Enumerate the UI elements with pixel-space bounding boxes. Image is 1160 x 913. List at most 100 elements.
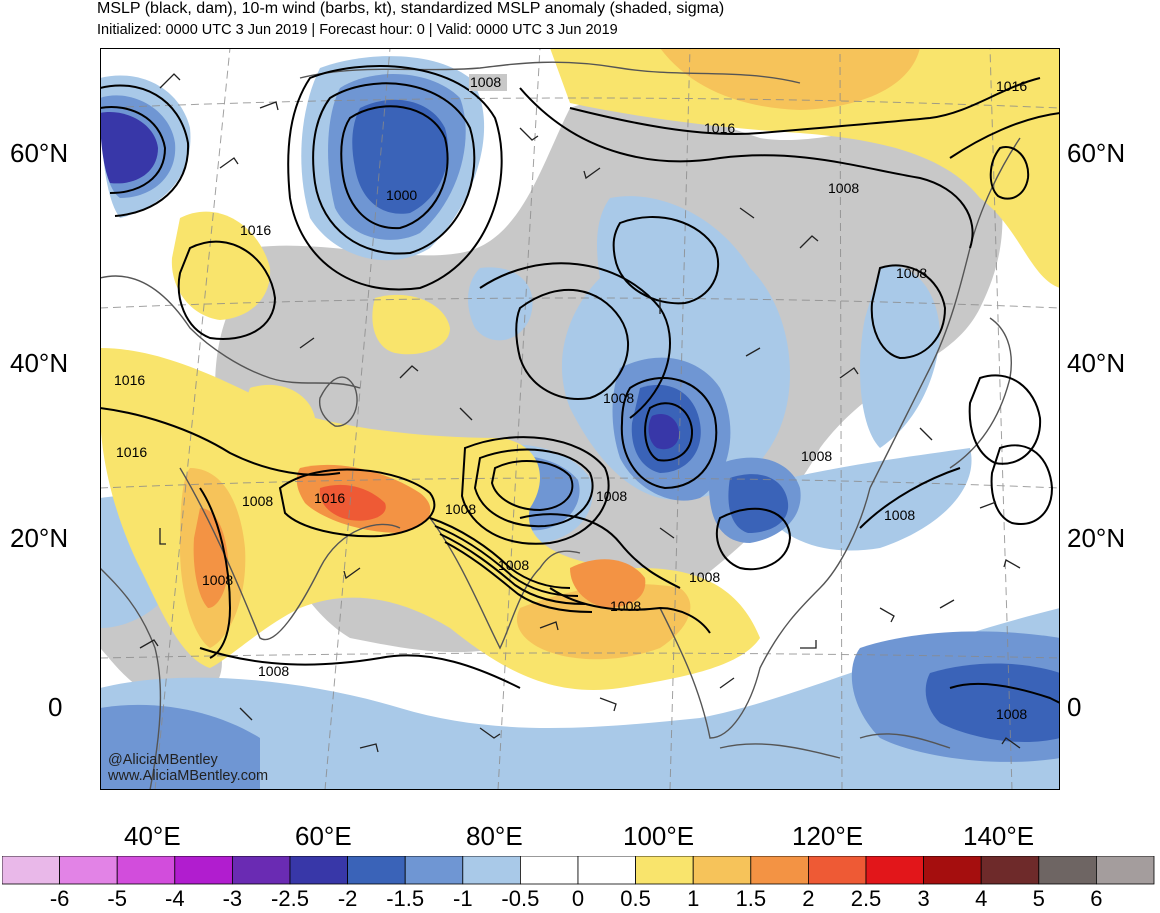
colorbar-label: -4	[165, 886, 185, 911]
isobar-label-bg-1	[469, 74, 507, 91]
coast-africa	[100, 567, 162, 790]
anom-orange-bay	[570, 559, 646, 608]
anom-yellow-europe	[171, 211, 271, 320]
anom-red-iran	[319, 484, 386, 521]
isobar-north-1016	[569, 77, 1041, 135]
anom-dark-blue-pacific	[925, 663, 1060, 743]
lat-label-20n-left: 20°N	[10, 523, 69, 553]
wind-barb	[399, 365, 419, 379]
coast-india	[429, 517, 581, 650]
coast-caspian	[318, 376, 358, 427]
lat-label-60n-right: 60°N	[1067, 138, 1126, 168]
isobar-mideast-1016	[100, 407, 341, 476]
wind-barb	[539, 621, 559, 631]
lon-label-60e: 60°E	[295, 821, 352, 851]
isobar-label-20: 1008	[258, 663, 289, 679]
lon-label-100e: 100°E	[623, 821, 695, 851]
isobar-ne-1016	[949, 112, 1060, 159]
colorbar-label: -0.5	[501, 886, 540, 911]
isobar-tight-4	[444, 541, 593, 613]
lat-label-20n-right: 20°N	[1067, 523, 1126, 553]
colorbar-label: -2	[337, 886, 358, 911]
colorbar-label: -1	[453, 886, 473, 911]
colorbar-box	[635, 856, 694, 885]
lon-label-120e: 120°E	[792, 821, 864, 851]
coast-arabia	[179, 467, 401, 641]
colorbar-box	[1096, 856, 1155, 885]
anom-yellow-north	[550, 48, 1060, 288]
isobar-label-19: 1008	[610, 598, 641, 614]
grid-lat-40	[100, 297, 1060, 309]
wind-barb	[739, 207, 755, 219]
wind-barb	[219, 157, 239, 169]
isobar-label-11: 1008	[242, 493, 273, 509]
colorbar-box	[750, 856, 809, 885]
isobar-iran-1016	[278, 468, 436, 538]
colorbar-box	[1038, 856, 1097, 885]
grid-lon-40	[154, 48, 231, 790]
isobar-scand-1	[100, 106, 167, 194]
colorbar-box	[520, 856, 579, 885]
isobar-tibet-2	[473, 448, 594, 528]
colorbar-label: -5	[107, 886, 127, 911]
colorbar-label: 3	[917, 886, 930, 911]
wind-barb	[479, 727, 501, 739]
isobar-label-12: 1016	[314, 490, 345, 506]
grid-lat-20	[100, 477, 1060, 489]
isobar-india-1008	[519, 513, 681, 589]
colorbar-label: -3	[222, 886, 243, 911]
colorbar-label: 1	[687, 886, 700, 911]
isobar-scand-2	[100, 84, 190, 217]
lon-label-80e: 80°E	[466, 821, 523, 851]
map-panel: 1008 1000 1016 1016 1008 1008 1016 1016 …	[100, 48, 1060, 790]
isobar-label-15: 1008	[801, 448, 832, 464]
wind-barb	[239, 707, 253, 721]
isobar-pacific-oval-2	[990, 444, 1054, 525]
wind-barb	[599, 697, 617, 712]
wind-barb	[659, 527, 675, 539]
credit-handle: @AliciaMBentley	[108, 752, 218, 768]
colorbar-label: 1.5	[735, 886, 767, 911]
anom-dark-blue-se	[728, 474, 789, 533]
isobar-labels: 1008 1000 1016 1016 1008 1008 1016 1016 …	[114, 74, 1027, 722]
wind-barb	[583, 167, 601, 180]
lon-label-40e: 40°E	[124, 821, 181, 851]
anom-yellow-caspian	[246, 384, 315, 450]
graticule	[100, 48, 1060, 790]
colorbar-box	[808, 856, 867, 885]
coast-east-asia	[869, 137, 1021, 489]
wind-barb	[359, 743, 379, 753]
colorbar-label: 2	[802, 886, 815, 911]
chart-title: MSLP (black, dam), 10-m wind (barbs, kt)…	[97, 0, 725, 17]
colorbar-boxes	[2, 856, 1155, 885]
isobar-label-21: 1008	[996, 706, 1027, 722]
grid-lon-60	[324, 48, 391, 790]
anom-dark-blue-scand	[100, 112, 158, 184]
isobar-pacific-1008	[949, 682, 1060, 704]
wind-barbs	[139, 73, 1021, 753]
isobar-label-14: 1008	[596, 488, 627, 504]
isobar-label-2: 1000	[386, 187, 417, 203]
wind-barb	[159, 528, 166, 545]
wind-barb	[1003, 559, 1021, 569]
isobar-label-9: 1008	[603, 390, 634, 406]
wind-barb	[839, 367, 859, 379]
anom-blue-south-china-sea	[750, 448, 972, 551]
isobar-tight-3	[439, 533, 586, 605]
isobar-north-1008a	[519, 87, 974, 249]
grid-lat-0	[100, 652, 1060, 659]
isobar-russia-ring3	[287, 65, 503, 291]
chart-subtitle: Initialized: 0000 UTC 3 Jun 2019 | Forec…	[97, 22, 618, 38]
isobar-label-17: 1008	[202, 572, 233, 588]
colorbar-box	[174, 856, 233, 885]
wind-barb	[879, 607, 895, 623]
colorbar-box	[577, 856, 636, 885]
wind-barb	[299, 337, 315, 349]
colorbar-box	[980, 856, 1040, 885]
isobar-label-16: 1008	[884, 507, 915, 523]
isobar-label-7: 1016	[996, 78, 1027, 94]
wind-barb	[1001, 737, 1021, 749]
isobar-bay-1008	[549, 587, 711, 634]
grid-lon-140	[989, 48, 1013, 790]
isobar-se-1008	[715, 507, 792, 571]
